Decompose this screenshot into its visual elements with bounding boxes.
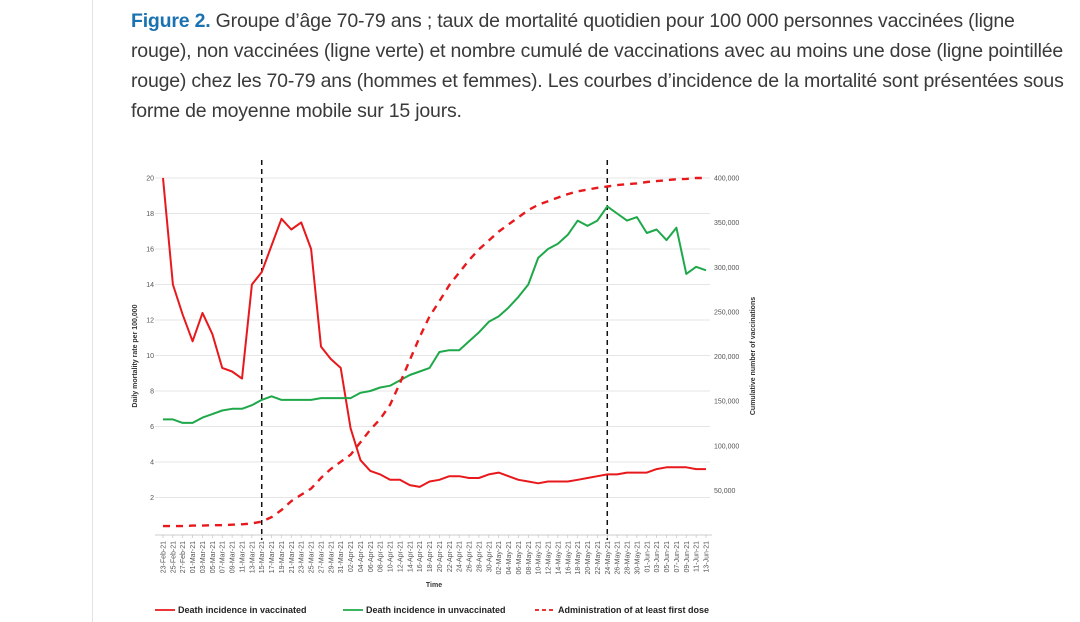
x-tick-label: 31-Mar-21 [338,541,345,573]
x-tick-label: 05-Jun-21 [664,541,671,573]
x-tick-label: 07-Mar-21 [220,541,227,573]
page-left-border [92,0,93,622]
x-tick-label: 29-Mar-21 [328,541,335,573]
x-tick-label: 08-Apr-21 [378,541,385,572]
x-tick-label: 07-Jun-21 [674,541,681,573]
x-tick-label: 19-Mar-21 [279,541,286,573]
x-tick-label: 01-Mar-21 [190,541,197,573]
y-tick-label: 14 [146,282,154,289]
y-axis-title: Daily mortality rate per 100,000 [132,304,139,407]
x-tick-label: 06-May-21 [516,541,523,575]
x-tick-label: 27-Mar-21 [318,541,325,573]
x-tick-label: 02-May-21 [496,541,503,575]
x-tick-label: 25-Feb-21 [170,541,177,573]
x-tick-label: 28-May-21 [625,541,632,575]
y2-tick-label: 250,000 [714,309,739,316]
x-tick-label: 14-Apr-21 [407,541,414,572]
figure-caption: Figure 2. Groupe d’âge 70-79 ans ; taux … [131,6,1071,126]
x-axis-title: Time [426,582,442,589]
y-tick-label: 16 [146,247,154,254]
x-tick-label: 08-May-21 [526,541,533,575]
x-tick-label: 05-Mar-21 [210,541,217,573]
x-tick-label: 22-May-21 [595,541,602,575]
series-line-unvaccinated [163,205,707,424]
y2-tick-label: 350,000 [714,220,739,227]
series-line-first-dose [163,176,706,528]
legend-label: Death incidence in unvaccinated [366,605,506,615]
x-tick-label: 16-Apr-21 [417,541,424,572]
x-tick-label: 01-Jun-21 [644,541,651,573]
x-tick-label: 15-Mar-21 [259,541,266,573]
y-tick-label: 12 [146,318,154,325]
x-tick-label: 28-Apr-21 [476,541,483,572]
y-tick-label: 2 [150,495,154,502]
x-tick-label: 12-Apr-21 [397,541,404,572]
x-tick-label: 26-May-21 [615,541,622,575]
x-tick-label: 10-May-21 [536,541,543,575]
x-tick-label: 12-May-21 [546,541,553,575]
x-tick-label: 21-Mar-21 [289,541,296,573]
y2-tick-label: 150,000 [714,399,739,406]
x-tick-label: 11-Jun-21 [694,541,701,572]
x-tick-label: 30-Apr-21 [486,541,493,572]
x-tick-label: 24-Apr-21 [457,541,464,572]
x-tick-label: 22-Apr-21 [447,541,454,572]
x-tick-label: 26-Apr-21 [467,541,474,572]
x-tick-label: 14-May-21 [555,541,562,575]
x-tick-label: 04-May-21 [506,541,513,575]
x-tick-label: 02-Apr-21 [348,541,355,572]
x-tick-label: 23-Mar-21 [299,541,306,573]
y2-tick-label: 300,000 [714,265,739,272]
y-tick-label: 4 [150,460,154,467]
x-tick-label: 10-Apr-21 [388,541,395,572]
x-tick-label: 30-May-21 [634,541,641,575]
y-tick-label: 18 [146,211,154,218]
y-tick-label: 6 [150,424,154,431]
legend-label: Death incidence in vaccinated [178,605,307,615]
x-tick-label: 20-Apr-21 [437,541,444,572]
y-tick-label: 20 [146,176,154,183]
x-tick-label: 09-Mar-21 [230,541,237,573]
y2-tick-label: 50,000 [714,488,736,495]
x-tick-label: 27-Feb-21 [180,541,187,573]
x-tick-label: 24-May-21 [605,541,612,575]
y2-tick-label: 200,000 [714,354,739,361]
figure-caption-text: Groupe d’âge 70-79 ans ; taux de mortali… [131,10,1064,122]
x-tick-label: 04-Apr-21 [358,541,365,572]
x-tick-label: 23-Feb-21 [161,541,168,573]
y2-axis-title: Cumulative number of vaccinations [750,297,757,415]
x-tick-label: 03-Jun-21 [654,541,661,573]
x-tick-label: 20-May-21 [585,541,592,575]
y-tick-label: 10 [146,353,154,360]
x-tick-label: 06-Apr-21 [368,541,375,572]
x-tick-label: 03-Mar-21 [200,541,207,573]
x-tick-label: 18-Apr-21 [427,541,434,572]
x-tick-label: 11-Mar-21 [239,541,246,573]
x-tick-label: 13-Mar-21 [249,541,256,573]
y2-tick-label: 400,000 [714,176,739,183]
x-tick-label: 25-Mar-21 [309,541,316,573]
x-tick-label: 17-Mar-21 [269,541,276,573]
series-line-vaccinated [162,177,706,488]
x-tick-label: 16-May-21 [565,541,572,575]
legend-label: Administration of at least first dose [558,605,709,615]
x-tick-label: 13-Jun-21 [704,541,711,573]
y-tick-label: 8 [150,389,154,396]
y2-tick-label: 100,000 [714,443,739,450]
figure-label: Figure 2. [131,10,211,32]
x-tick-label: 18-May-21 [575,541,582,575]
x-tick-label: 09-Jun-21 [684,541,691,573]
